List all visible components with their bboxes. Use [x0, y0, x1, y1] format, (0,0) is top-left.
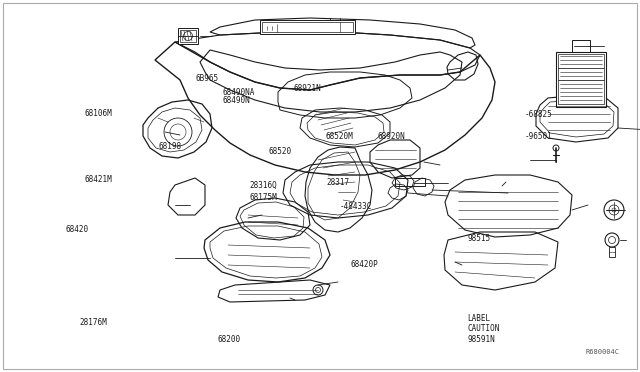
Text: R680004C: R680004C: [586, 349, 620, 355]
Text: -96501: -96501: [525, 132, 552, 141]
Text: 68106M: 68106M: [84, 109, 112, 118]
Text: -48433C: -48433C: [339, 202, 372, 211]
Text: LABEL: LABEL: [467, 314, 490, 323]
Text: 68198: 68198: [159, 142, 182, 151]
Text: -68825: -68825: [525, 110, 552, 119]
Text: 98591N: 98591N: [467, 335, 495, 344]
Text: 28316Q: 28316Q: [250, 181, 277, 190]
Bar: [558, 80, 604, 104]
Text: 68420: 68420: [65, 225, 88, 234]
Text: 28317: 28317: [326, 178, 349, 187]
Text: 68420P: 68420P: [351, 260, 378, 269]
Bar: [558, 68, 604, 80]
Text: 68200: 68200: [218, 335, 241, 344]
Text: 98515: 98515: [467, 234, 490, 243]
Bar: [558, 54, 604, 68]
Text: CAUTION: CAUTION: [467, 324, 500, 333]
Text: 68421M: 68421M: [84, 175, 112, 184]
Text: 68920N: 68920N: [378, 132, 405, 141]
Text: 68520: 68520: [269, 147, 292, 156]
Bar: [572, 40, 590, 52]
Text: 68520M: 68520M: [325, 132, 353, 141]
Bar: [180, 30, 196, 42]
Text: 68921N: 68921N: [293, 84, 321, 93]
Text: 6B965: 6B965: [195, 74, 218, 83]
Bar: [260, 20, 355, 34]
Bar: [556, 52, 606, 107]
Text: 68175M: 68175M: [250, 193, 277, 202]
Bar: [609, 247, 615, 257]
Bar: [262, 22, 353, 32]
Text: 68490N: 68490N: [223, 96, 250, 105]
Text: 68490NA: 68490NA: [223, 88, 255, 97]
Bar: [395, 178, 425, 186]
Bar: [178, 28, 198, 44]
Text: 28176M: 28176M: [80, 318, 108, 327]
